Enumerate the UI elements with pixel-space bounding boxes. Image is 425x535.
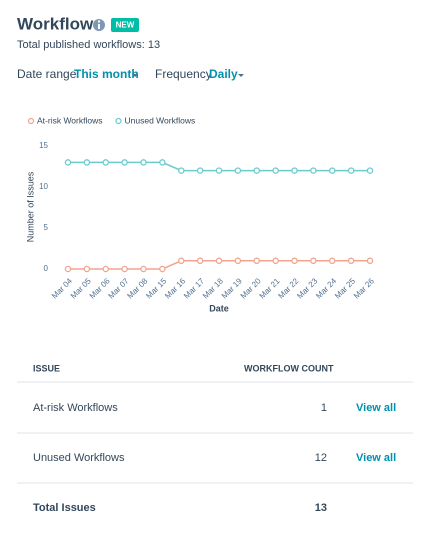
data-point [328,167,336,174]
data-point [328,257,336,265]
data-point [140,159,147,166]
total-label: Total Issues [33,502,96,514]
data-point [347,167,355,174]
data-point [310,167,317,174]
column-header: WORKFLOW COUNT [244,363,334,373]
legend-label: Unused Workflows [125,115,196,125]
x-tick-label: Mar 26 [352,276,376,300]
total-count: 13 [315,502,327,514]
badge [111,18,139,32]
data-point [272,257,279,265]
info-icon-bar [98,24,100,29]
legend-label: At-risk Workflows [37,115,103,125]
data-point [215,167,223,174]
data-point [234,167,242,174]
workflow-count: 12 [315,452,327,464]
dropdown-caret [238,74,244,77]
data-point [253,257,260,265]
data-point [291,257,298,265]
filter-value[interactable]: This month [74,67,139,81]
data-point [177,167,185,174]
issue-name: Unused Workflows [33,452,125,464]
data-point [196,257,204,265]
data-point [310,257,317,265]
y-tick-label: 5 [44,223,49,232]
badge-text: NEW [116,21,135,30]
data-point [121,265,128,273]
legend-marker [115,117,122,125]
data-point [196,167,204,174]
filter-label: Date range [17,67,77,81]
view-all-link[interactable]: View all [356,402,396,414]
y-tick-label: 0 [44,264,49,273]
subtitle: Total published workflows: 13 [17,39,160,51]
data-point [64,159,72,166]
data-point [83,265,91,273]
title: Workflows [17,14,103,33]
view-all-link[interactable]: View all [356,452,396,464]
data-point [366,257,374,265]
y-tick-label: 10 [39,182,48,191]
data-point [102,265,110,273]
data-point [64,265,72,273]
data-point [291,167,298,174]
info-icon-dot [98,20,100,23]
column-header: ISSUE [33,363,60,373]
issue-name: At-risk Workflows [33,402,118,414]
workflow-count: 1 [321,402,327,414]
filter-label: Frequency [155,67,212,81]
data-point [347,257,355,265]
data-point [177,257,185,265]
data-point [159,159,166,166]
data-point [215,257,223,265]
data-point [102,159,110,166]
data-point [83,159,91,166]
y-tick-label: 15 [39,141,48,150]
y-axis-label: Number of Issues [25,171,35,242]
data-point [140,265,147,273]
data-point [272,167,279,174]
data-point [234,257,242,265]
data-point [121,159,128,166]
legend-marker [27,117,35,125]
data-point [159,265,166,273]
data-point [366,167,374,174]
filter-value[interactable]: Daily [209,67,238,81]
dropdown-caret [132,74,138,77]
x-axis-label: Date [209,303,229,313]
data-point [253,167,260,174]
